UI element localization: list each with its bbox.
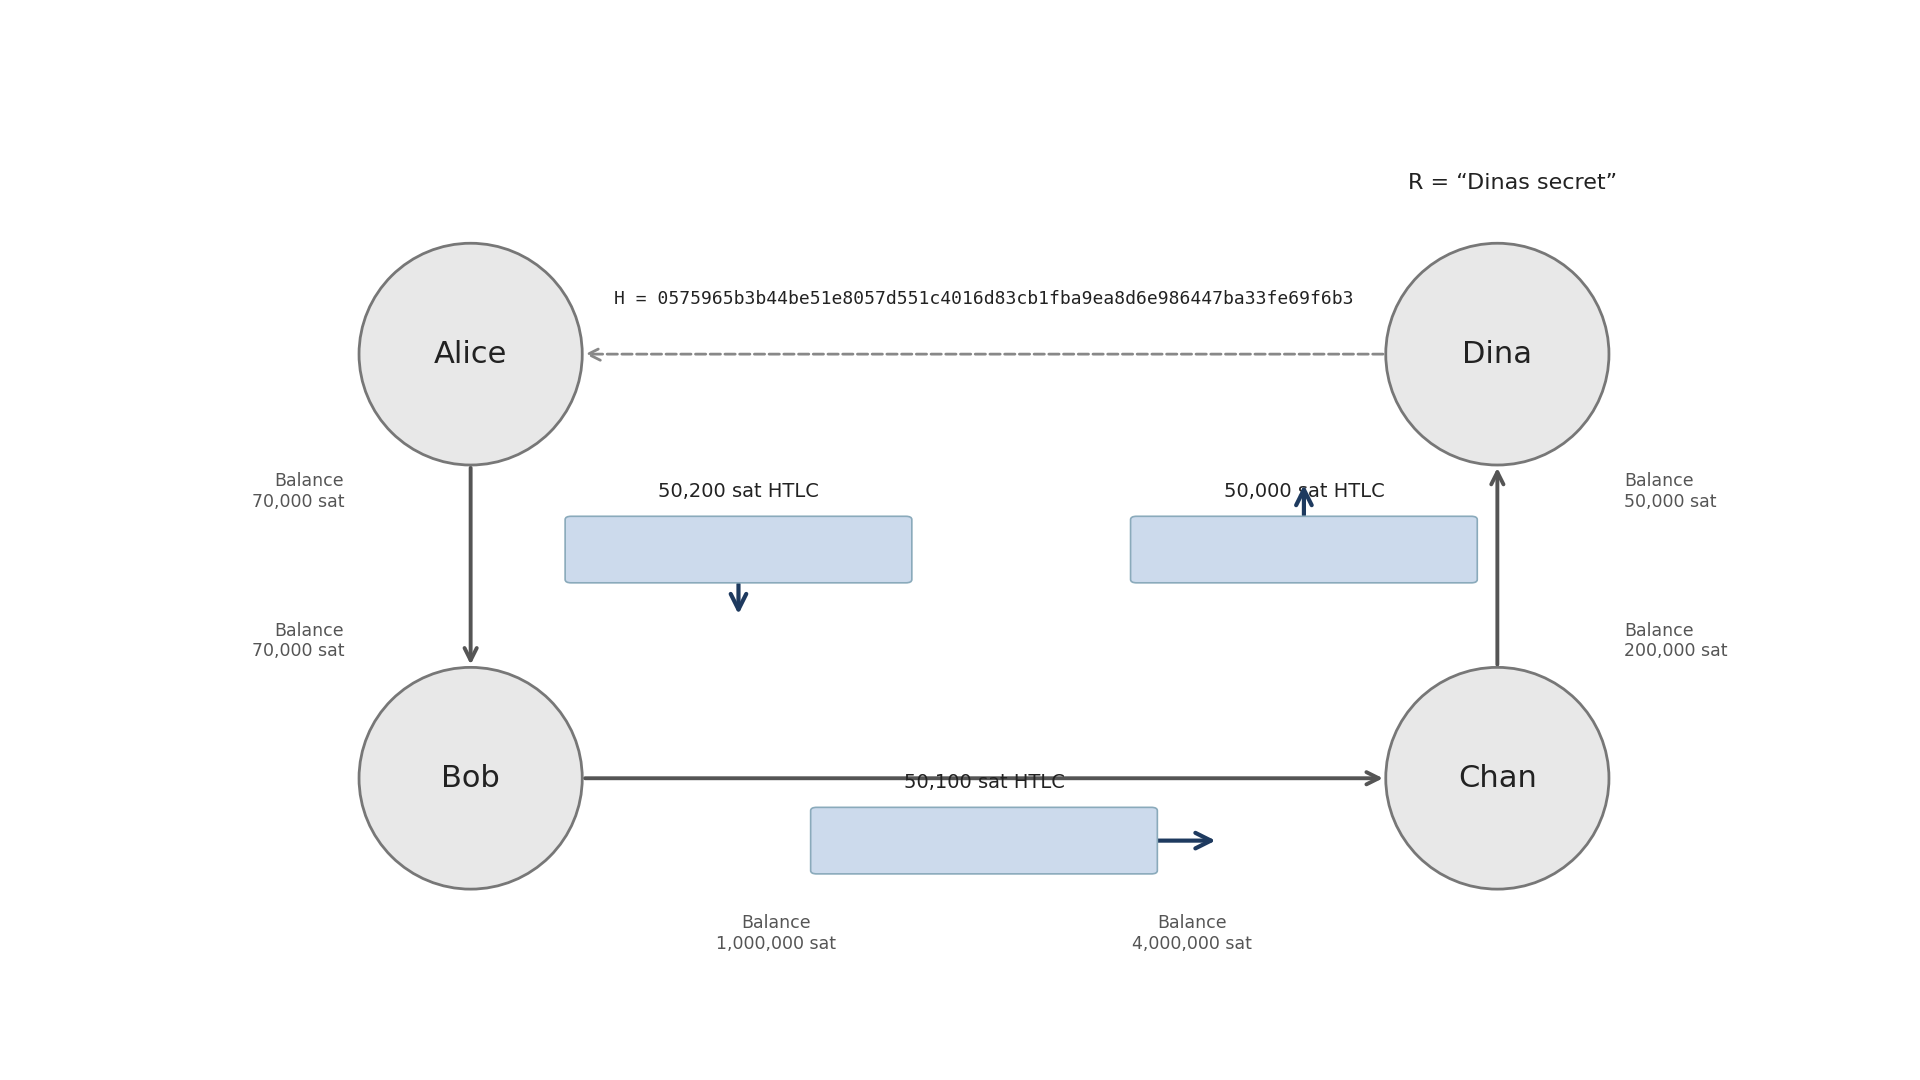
FancyBboxPatch shape <box>564 516 912 583</box>
Text: Dina: Dina <box>1463 339 1532 368</box>
Ellipse shape <box>359 243 582 465</box>
Text: H = 0575965b3b44be51e8057d551c4016d83cb1fba9ea8d6e986447ba33fe69f6b3: H = 0575965b3b44be51e8057d551c4016d83cb1… <box>614 291 1354 309</box>
Text: 50,200 sat HTLC: 50,200 sat HTLC <box>659 483 820 501</box>
Ellipse shape <box>1386 243 1609 465</box>
Text: Balance
4,000,000 sat: Balance 4,000,000 sat <box>1133 914 1252 953</box>
FancyBboxPatch shape <box>1131 516 1476 583</box>
Text: Balance
1,000,000 sat: Balance 1,000,000 sat <box>716 914 835 953</box>
Text: OP_SHA256  0575...f6b3  OP_EQUAL: OP_SHA256 0575...f6b3 OP_EQUAL <box>564 540 912 558</box>
Text: Balance
200,000 sat: Balance 200,000 sat <box>1624 622 1728 661</box>
FancyBboxPatch shape <box>810 808 1158 874</box>
Text: Bob: Bob <box>442 764 499 793</box>
Text: OP_SHA256  0575...f6b3  OP_EQUAL: OP_SHA256 0575...f6b3 OP_EQUAL <box>810 832 1158 850</box>
Text: Chan: Chan <box>1457 764 1536 793</box>
Ellipse shape <box>1386 667 1609 889</box>
Text: Balance
50,000 sat: Balance 50,000 sat <box>1624 472 1716 511</box>
Text: Alice: Alice <box>434 339 507 368</box>
Text: OP_SHA256  0575...f6b3  OP_EQUAL: OP_SHA256 0575...f6b3 OP_EQUAL <box>1129 540 1478 558</box>
Text: 50,100 sat HTLC: 50,100 sat HTLC <box>904 773 1064 793</box>
Text: 50,000 sat HTLC: 50,000 sat HTLC <box>1223 483 1384 501</box>
Text: Balance
70,000 sat: Balance 70,000 sat <box>252 472 344 511</box>
Text: Balance
70,000 sat: Balance 70,000 sat <box>252 622 344 661</box>
Text: R = “Dinas secret”: R = “Dinas secret” <box>1407 174 1617 193</box>
Ellipse shape <box>359 667 582 889</box>
